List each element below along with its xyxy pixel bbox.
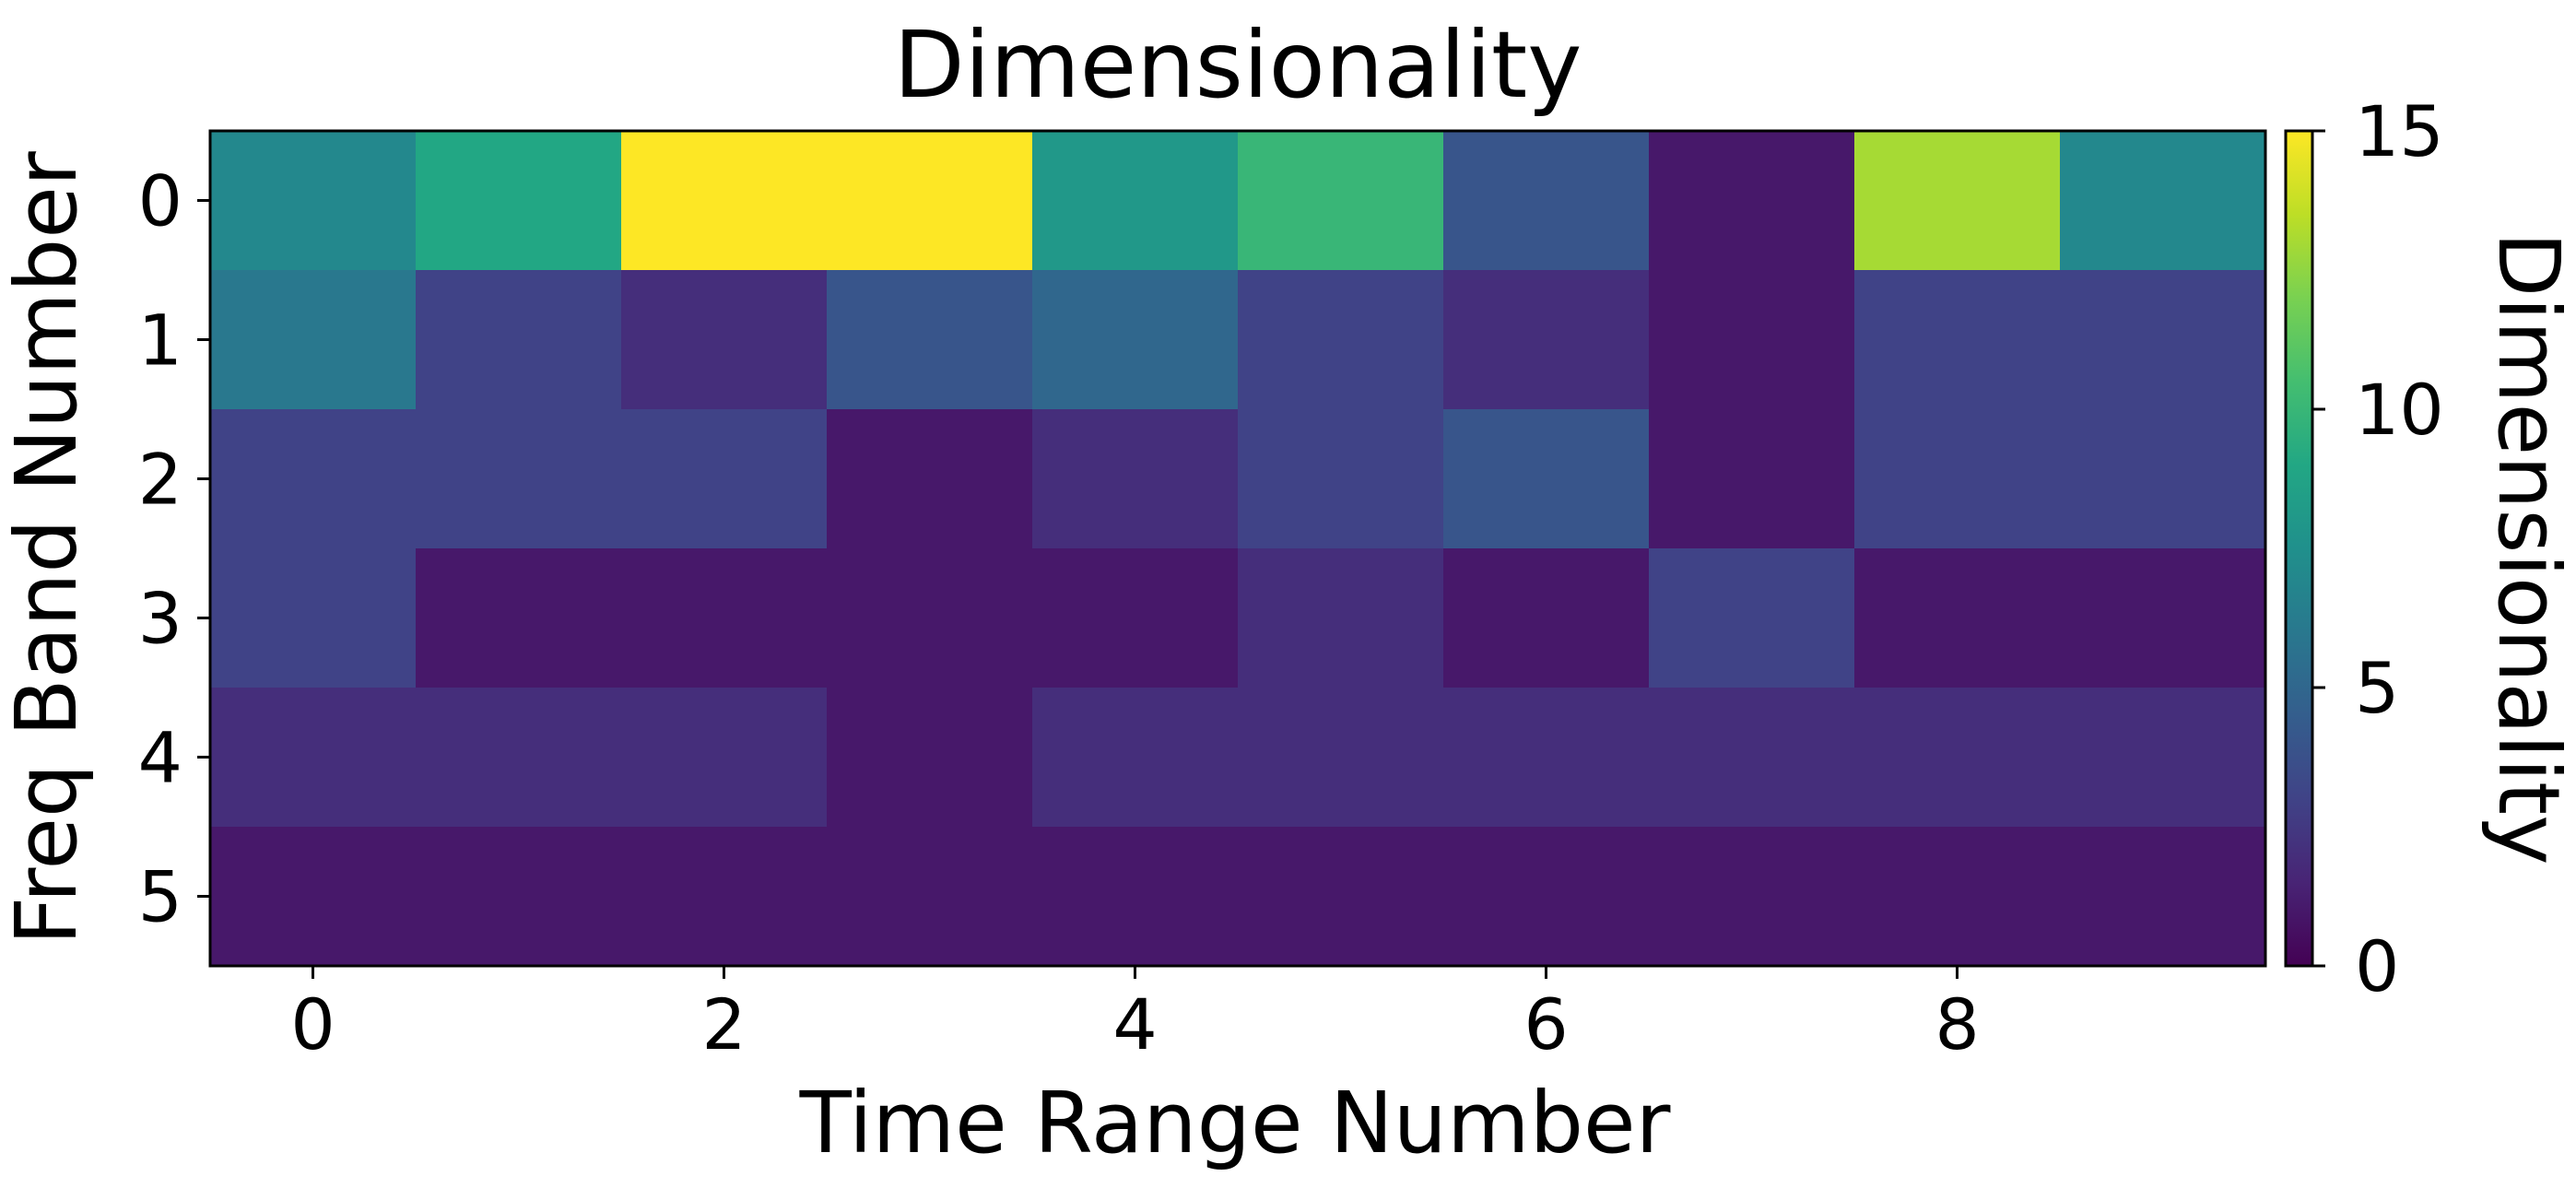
colorbar-label: Dimensionality bbox=[2479, 231, 2576, 865]
heatmap-cell bbox=[1032, 688, 1239, 828]
heatmap-cell bbox=[1854, 409, 2061, 549]
heatmap-cell bbox=[1032, 131, 1239, 271]
y-axis-label: Freq Band Number bbox=[0, 151, 96, 945]
chart-title: Dimensionality bbox=[894, 11, 1582, 119]
heatmap-cell bbox=[621, 688, 828, 828]
heatmap-cell bbox=[210, 409, 417, 549]
heatmap-cell bbox=[2060, 131, 2266, 271]
heatmap-cell bbox=[1649, 270, 1855, 410]
heatmap-cell bbox=[416, 409, 622, 549]
heatmap-cell bbox=[1238, 131, 1444, 271]
heatmap-cell bbox=[416, 548, 622, 688]
heatmap-cell bbox=[827, 409, 1033, 549]
heatmap-cell bbox=[416, 131, 622, 271]
heatmap-cell bbox=[210, 131, 417, 271]
heatmap-cell bbox=[621, 131, 828, 271]
heatmap-cell bbox=[1443, 688, 1650, 828]
heatmap-cell bbox=[1443, 548, 1650, 688]
heatmap-cell bbox=[1854, 548, 2061, 688]
y-tick-label: 0 bbox=[138, 160, 182, 242]
heatmap-cell bbox=[621, 548, 828, 688]
heatmap-cell bbox=[1238, 409, 1444, 549]
heatmap-cell bbox=[827, 548, 1033, 688]
heatmap-cell bbox=[621, 270, 828, 410]
heatmap-cell bbox=[1854, 827, 2061, 967]
colorbar: 0 5 10 15 bbox=[2284, 90, 2444, 1007]
x-tick-label: 8 bbox=[1935, 983, 1979, 1065]
heatmap-cell bbox=[2060, 827, 2266, 967]
heatmap-cell bbox=[827, 827, 1033, 967]
heatmap-cell bbox=[621, 409, 828, 549]
colorbar-tick-label: 15 bbox=[2355, 90, 2444, 172]
x-axis-label: Time Range Number bbox=[799, 1074, 1671, 1172]
heatmap-cell bbox=[1238, 270, 1444, 410]
heatmap-cell bbox=[827, 131, 1033, 271]
heatmap-cell bbox=[1443, 409, 1650, 549]
heatmap-cell bbox=[827, 270, 1033, 410]
heatmap-cell bbox=[210, 688, 417, 828]
heatmap-cell bbox=[827, 688, 1033, 828]
heatmap-cell bbox=[1032, 409, 1239, 549]
heatmap-cells bbox=[210, 131, 2266, 967]
y-tick-label: 2 bbox=[138, 439, 182, 521]
colorbar-tick-label: 10 bbox=[2355, 369, 2444, 451]
plot-frame bbox=[208, 129, 2267, 968]
heatmap-cell bbox=[1649, 827, 1855, 967]
heatmap-cell bbox=[1649, 548, 1855, 688]
heatmap-cell bbox=[1854, 131, 2061, 271]
x-tick-label: 0 bbox=[290, 983, 335, 1065]
y-tick-label: 3 bbox=[138, 578, 182, 660]
heatmap-cell bbox=[2060, 409, 2266, 549]
x-tick-label: 2 bbox=[701, 983, 746, 1065]
heatmap-cell bbox=[1649, 131, 1855, 271]
heatmap-cell bbox=[1854, 270, 2061, 410]
heatmap-cell bbox=[210, 270, 417, 410]
y-tick-label: 1 bbox=[138, 300, 182, 382]
heatmap-cell bbox=[1649, 409, 1855, 549]
heatmap-cell bbox=[416, 270, 622, 410]
heatmap-cell bbox=[1238, 688, 1444, 828]
heatmap-cell bbox=[1443, 270, 1650, 410]
heatmap-cell bbox=[210, 827, 417, 967]
heatmap-cell bbox=[1443, 827, 1650, 967]
heatmap-cell bbox=[1238, 827, 1444, 967]
heatmap-cell bbox=[2060, 270, 2266, 410]
heatmap-cell bbox=[1854, 688, 2061, 828]
colorbar-tick-label: 5 bbox=[2355, 647, 2399, 729]
heatmap-cell bbox=[210, 548, 417, 688]
x-tick-label: 6 bbox=[1523, 983, 1568, 1065]
heatmap-cell bbox=[416, 827, 622, 967]
heatmap-cell bbox=[1649, 688, 1855, 828]
y-tick-label: 5 bbox=[138, 856, 182, 938]
heatmap-cell bbox=[416, 688, 622, 828]
heatmap-cell bbox=[2060, 688, 2266, 828]
x-tick-label: 4 bbox=[1112, 983, 1157, 1065]
colorbar-tick-label: 0 bbox=[2355, 925, 2399, 1007]
heatmap-cell bbox=[1238, 548, 1444, 688]
colorbar-bar bbox=[2284, 129, 2314, 968]
heatmap-cell bbox=[1032, 270, 1239, 410]
heatmap-cell bbox=[1443, 131, 1650, 271]
heatmap-cell bbox=[2060, 548, 2266, 688]
heatmap-cell bbox=[621, 827, 828, 967]
y-tick-label: 4 bbox=[138, 717, 182, 799]
heatmap-cell bbox=[1032, 827, 1239, 967]
heatmap-cell bbox=[1032, 548, 1239, 688]
axes: 0 2 4 6 8 0 1 2 3 4 5 bbox=[138, 129, 2267, 1065]
